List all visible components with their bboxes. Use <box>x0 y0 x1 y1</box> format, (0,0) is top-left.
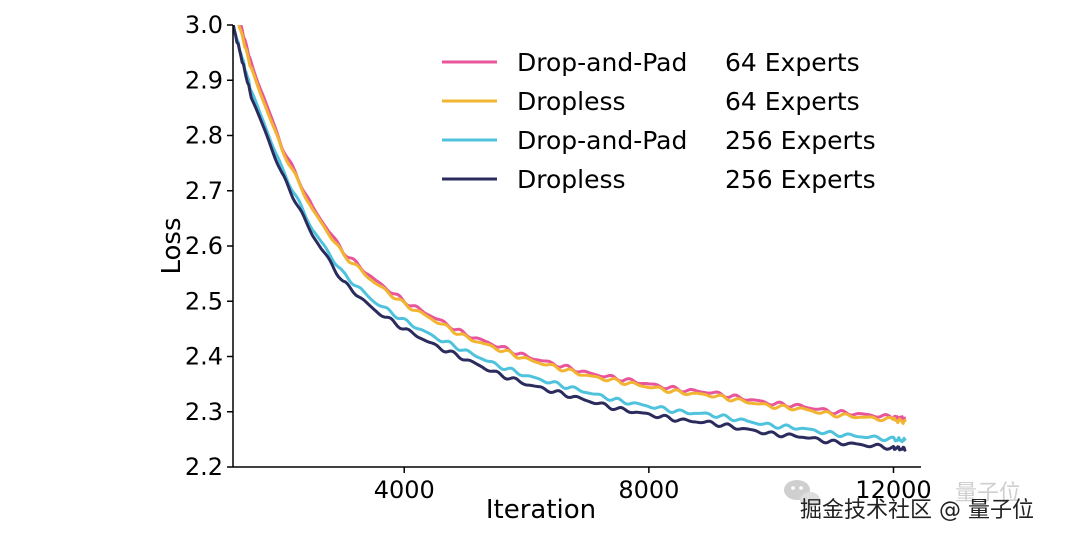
legend-entry-name: Drop-and-Pad <box>517 126 687 155</box>
series-line-1 <box>237 25 907 425</box>
watermark: 量子位 掘金技术社区 @ 量子位 <box>784 480 1034 523</box>
legend-entry-experts: 64 Experts <box>725 87 860 116</box>
y-tick-label: 2.9 <box>185 66 223 94</box>
y-tick-label: 2.7 <box>185 177 223 205</box>
y-tick-label: 2.8 <box>185 122 223 150</box>
x-tick-label: 4000 <box>374 476 435 504</box>
legend-entry-name: Dropless <box>517 87 626 116</box>
series-line-2 <box>233 25 907 444</box>
y-tick-label: 2.6 <box>185 232 223 260</box>
x-axis-label: Iteration <box>486 495 596 525</box>
y-tick-label: 2.2 <box>185 453 223 481</box>
y-axis-label: Loss <box>157 217 187 274</box>
y-tick-label: 3.0 <box>185 11 223 39</box>
y-tick-label: 2.3 <box>185 398 223 426</box>
watermark-credit: 掘金技术社区 @ 量子位 <box>800 498 1034 523</box>
x-tick-label: 8000 <box>618 476 679 504</box>
legend-entry-name: Dropless <box>517 165 626 194</box>
legend-entry-experts: 256 Experts <box>725 165 876 194</box>
legend-entry-experts: 256 Experts <box>725 126 876 155</box>
x-tick-label: 12000 <box>855 476 931 504</box>
y-tick-label: 2.4 <box>185 343 223 371</box>
legend: Drop-and-Pad 64 Experts Dropless 64 Experts… <box>442 48 876 194</box>
series-lines <box>233 25 907 452</box>
legend-entry-name: Drop-and-Pad <box>517 48 687 77</box>
axes: 2.2 2.3 2.4 2.5 2.6 2.7 2.8 2.9 3.0 4000 8000 12000… <box>157 11 932 525</box>
y-tick-label: 2.5 <box>185 287 223 315</box>
watermark-brand: 量子位 <box>955 481 1021 506</box>
series-line-3 <box>233 25 907 452</box>
legend-entry-experts: 64 Experts <box>725 48 860 77</box>
wechat-icon <box>784 480 820 508</box>
